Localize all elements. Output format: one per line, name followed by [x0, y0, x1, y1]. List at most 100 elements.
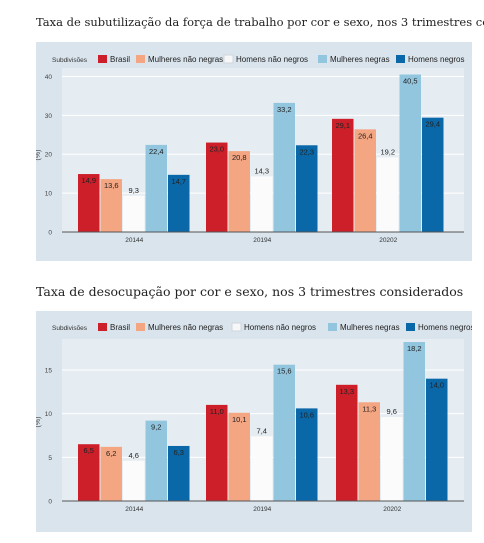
bar — [332, 118, 354, 232]
bar — [206, 142, 228, 232]
x-tick-label: 20202 — [379, 237, 397, 244]
y-axis-label: (%) — [36, 150, 42, 161]
bar — [168, 174, 190, 232]
bar — [381, 417, 403, 501]
legend-swatch — [98, 55, 107, 63]
data-label: 22,3 — [299, 147, 314, 156]
data-label: 13,6 — [104, 181, 119, 190]
y-tick-label: 5 — [48, 455, 52, 462]
bar — [100, 446, 122, 501]
data-label: 9,3 — [129, 186, 139, 195]
legend-swatch — [328, 323, 337, 331]
bar — [123, 195, 145, 232]
bar — [358, 402, 380, 501]
data-label: 11,3 — [362, 404, 376, 413]
legend-label: Brasil — [110, 323, 130, 332]
y-tick-label: 0 — [48, 230, 52, 237]
bar — [354, 129, 376, 232]
bar — [228, 412, 250, 501]
data-label: 29,4 — [425, 120, 440, 129]
data-label: 29,1 — [335, 121, 350, 130]
y-tick-label: 10 — [45, 411, 53, 418]
legend-swatch — [318, 55, 327, 63]
data-label: 26,4 — [358, 131, 373, 140]
y-tick-label: 20 — [45, 152, 53, 159]
legend-label: Homens negros — [418, 323, 472, 332]
bar — [100, 179, 122, 232]
bar — [426, 378, 448, 501]
legend-label: Homens negros — [408, 55, 464, 64]
legend-swatch — [98, 323, 107, 331]
bar — [377, 157, 399, 232]
y-tick-label: 0 — [48, 499, 52, 506]
legend-label: Mulheres não negras — [148, 323, 223, 332]
chart2-svg: Subdivisões Brasil Mulheres não negras Home… — [36, 322, 472, 513]
bar — [251, 436, 273, 501]
x-tick-label: 20144 — [125, 237, 143, 244]
y-tick-label: 30 — [45, 113, 53, 120]
y-tick-label: 40 — [45, 74, 53, 81]
bar — [206, 404, 228, 501]
data-label: 6,3 — [174, 448, 184, 457]
bar — [168, 445, 190, 501]
data-label: 11,0 — [210, 407, 224, 416]
legend-title: Subdivisões — [52, 325, 88, 332]
data-label: 14,9 — [81, 176, 96, 185]
data-label: 6,2 — [106, 449, 116, 458]
data-label: 23,0 — [209, 145, 224, 154]
legend-swatch — [406, 323, 415, 331]
bar — [336, 384, 358, 501]
bar — [399, 74, 421, 232]
data-label: 14,0 — [429, 381, 444, 390]
data-label: 13,3 — [339, 387, 354, 396]
bar — [145, 420, 167, 501]
legend-label: Mulheres negras — [330, 55, 390, 64]
legend-swatch — [136, 323, 145, 331]
x-tick-label: 20194 — [253, 237, 271, 244]
legend-swatch — [396, 55, 405, 63]
bar — [273, 364, 295, 501]
legend-title: Subdivisões — [52, 57, 88, 64]
data-label: 22,4 — [149, 147, 164, 156]
data-label: 15,6 — [277, 367, 292, 376]
data-label: 14,7 — [171, 177, 186, 186]
data-label: 40,5 — [403, 77, 418, 86]
legend-swatch — [231, 322, 242, 332]
data-label: 20,8 — [232, 153, 247, 162]
bar — [422, 117, 444, 232]
data-label: 19,2 — [380, 147, 395, 156]
legend-label: Mulheres negras — [340, 323, 400, 332]
legend-label: Homens não negros — [244, 323, 316, 332]
y-tick-label: 10 — [45, 191, 53, 198]
bar — [145, 144, 167, 232]
x-tick-label: 20144 — [125, 506, 143, 513]
x-tick-label: 20202 — [383, 506, 401, 513]
bar — [296, 145, 318, 232]
data-label: 9,6 — [387, 407, 397, 416]
x-tick-label: 20194 — [253, 506, 271, 513]
bar — [273, 102, 295, 232]
data-label: 7,4 — [257, 426, 267, 435]
data-label: 33,2 — [277, 105, 292, 114]
chart1-svg: Subdivisões Brasil Mulheres não negras Home… — [36, 54, 464, 244]
chart1-panel: Subdivisões Brasil Mulheres não negras Home… — [36, 42, 472, 261]
data-label: 9,2 — [151, 423, 161, 432]
bar — [228, 151, 250, 232]
legend-label: Homens não negros — [236, 55, 308, 64]
data-label: 14,3 — [254, 166, 269, 175]
y-axis-label: (%) — [36, 417, 42, 428]
chart2-caption: Taxa de desocupação por cor e sexo, nos … — [36, 284, 464, 299]
data-label: 6,5 — [84, 446, 94, 455]
data-label: 10,1 — [232, 415, 247, 424]
legend-label: Mulheres não negras — [148, 55, 223, 64]
y-tick-label: 15 — [45, 367, 53, 374]
legend-label: Brasil — [110, 55, 130, 64]
chart1-caption: Taxa de subutilização da força de trabal… — [36, 15, 484, 29]
chart2-panel: Subdivisões Brasil Mulheres não negras Home… — [36, 311, 472, 532]
bar — [403, 341, 425, 501]
bar — [78, 444, 100, 501]
legend-swatch — [223, 54, 234, 64]
bar — [251, 176, 273, 232]
bar — [123, 460, 145, 501]
data-label: 18,2 — [407, 344, 422, 353]
